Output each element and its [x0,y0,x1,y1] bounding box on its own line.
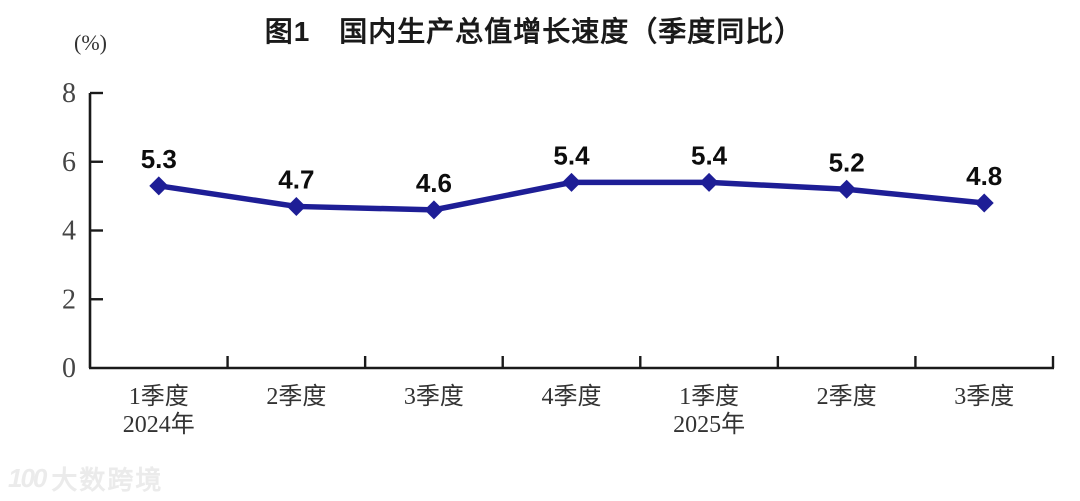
data-point-marker [974,193,994,213]
y-tick-label: 2 [62,284,76,315]
y-tick-label: 8 [62,78,76,109]
chart-title: 图1 国内生产总值增长速度（季度同比） [264,16,804,47]
x-category-label: 3季度 [954,383,1014,410]
watermark: 100 大数跨境 [8,460,163,497]
data-point-marker [149,176,169,196]
data-point-label: 4.7 [278,164,314,194]
x-category-label: 1季度 [129,383,189,410]
x-category-label: 2025年 [673,411,745,438]
data-point-marker [837,179,857,199]
data-point-label: 5.2 [829,147,865,177]
data-point-marker [424,200,444,220]
data-point-marker [562,172,581,192]
data-point-marker [699,172,719,192]
data-point-marker [286,196,306,216]
x-category-label: 1季度 [679,383,739,410]
data-point-label: 5.4 [553,140,590,170]
x-category-label: 2季度 [817,383,877,410]
y-tick-label: 4 [62,216,76,247]
data-point-label: 4.6 [416,168,452,198]
y-axis-unit-label: (%) [74,30,107,55]
data-point-label: 4.8 [966,161,1002,191]
data-point-label: 5.3 [141,144,177,174]
data-point-label: 5.4 [691,140,728,170]
watermark-text: 大数跨境 [51,465,164,495]
x-category-label: 2024年 [123,411,195,438]
y-tick-label: 0 [62,353,76,384]
y-tick-label: 6 [62,147,76,178]
x-category-label: 4季度 [542,383,602,410]
watermark-logo-icon: 100 [8,463,47,493]
x-category-label: 2季度 [266,383,326,410]
x-category-label: 3季度 [404,383,464,410]
